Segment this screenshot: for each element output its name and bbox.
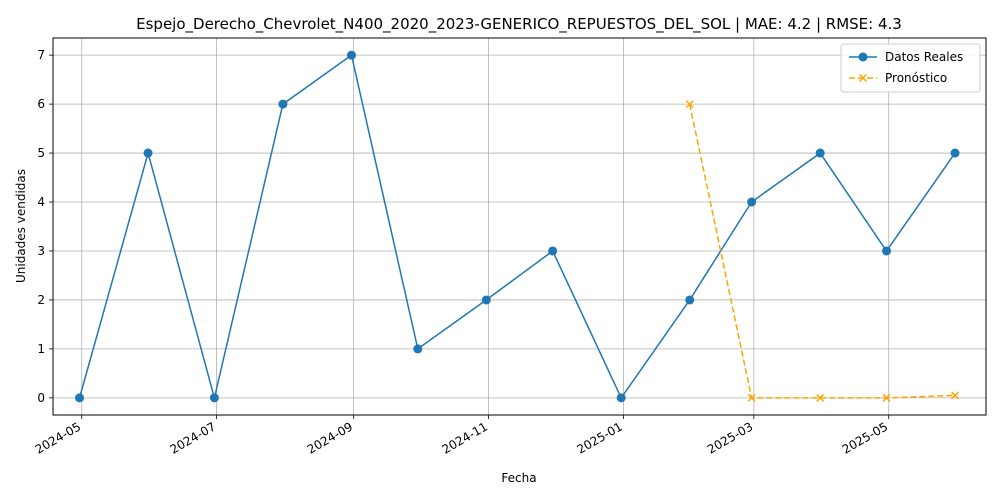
data-point (209, 393, 219, 403)
data-point (882, 393, 891, 402)
data-point (685, 100, 694, 109)
legend-item: Datos Reales (849, 50, 963, 64)
data-point (815, 148, 825, 158)
legend-label: Datos Reales (885, 50, 963, 64)
legend-label: Pronóstico (885, 71, 947, 85)
plot-frame (52, 37, 987, 416)
y-axis-title: Unidades vendidas (14, 169, 28, 283)
grid (53, 38, 986, 415)
data-point (346, 50, 356, 60)
legend-box (840, 43, 981, 93)
data-point (747, 197, 757, 207)
y-tick-label: 2 (37, 293, 45, 307)
data-point (816, 393, 825, 402)
y-tick-label: 5 (37, 146, 45, 160)
chart-title: Espejo_Derecho_Chevrolet_N400_2020_2023-… (136, 15, 902, 34)
y-tick-label: 1 (37, 342, 45, 356)
series-forecast (685, 100, 960, 402)
data-point (143, 148, 153, 158)
data-point (481, 295, 491, 305)
data-point (882, 246, 892, 256)
legend-marker (858, 52, 868, 62)
y-tick-label: 6 (37, 97, 45, 111)
y-tick-label: 7 (37, 48, 45, 62)
data-point (413, 344, 423, 354)
data-point (951, 391, 960, 400)
series-layer (75, 50, 960, 403)
data-point (685, 295, 695, 305)
data-point (75, 393, 85, 403)
series-line (688, 103, 956, 399)
data-point (278, 99, 288, 109)
y-tick-label: 0 (37, 391, 45, 405)
legend: Datos Reales Pronóstico (840, 43, 981, 93)
series-line (78, 53, 956, 400)
x-axis-title: Fecha (501, 471, 536, 485)
data-point (950, 148, 960, 158)
data-point (616, 393, 626, 403)
series-actual (75, 50, 960, 403)
data-point (548, 246, 558, 256)
legend-marker (858, 73, 868, 83)
data-point (747, 393, 756, 402)
legend-item: Pronóstico (849, 71, 947, 85)
y-tick-label: 4 (37, 195, 45, 209)
y-tick-label: 3 (37, 244, 45, 258)
